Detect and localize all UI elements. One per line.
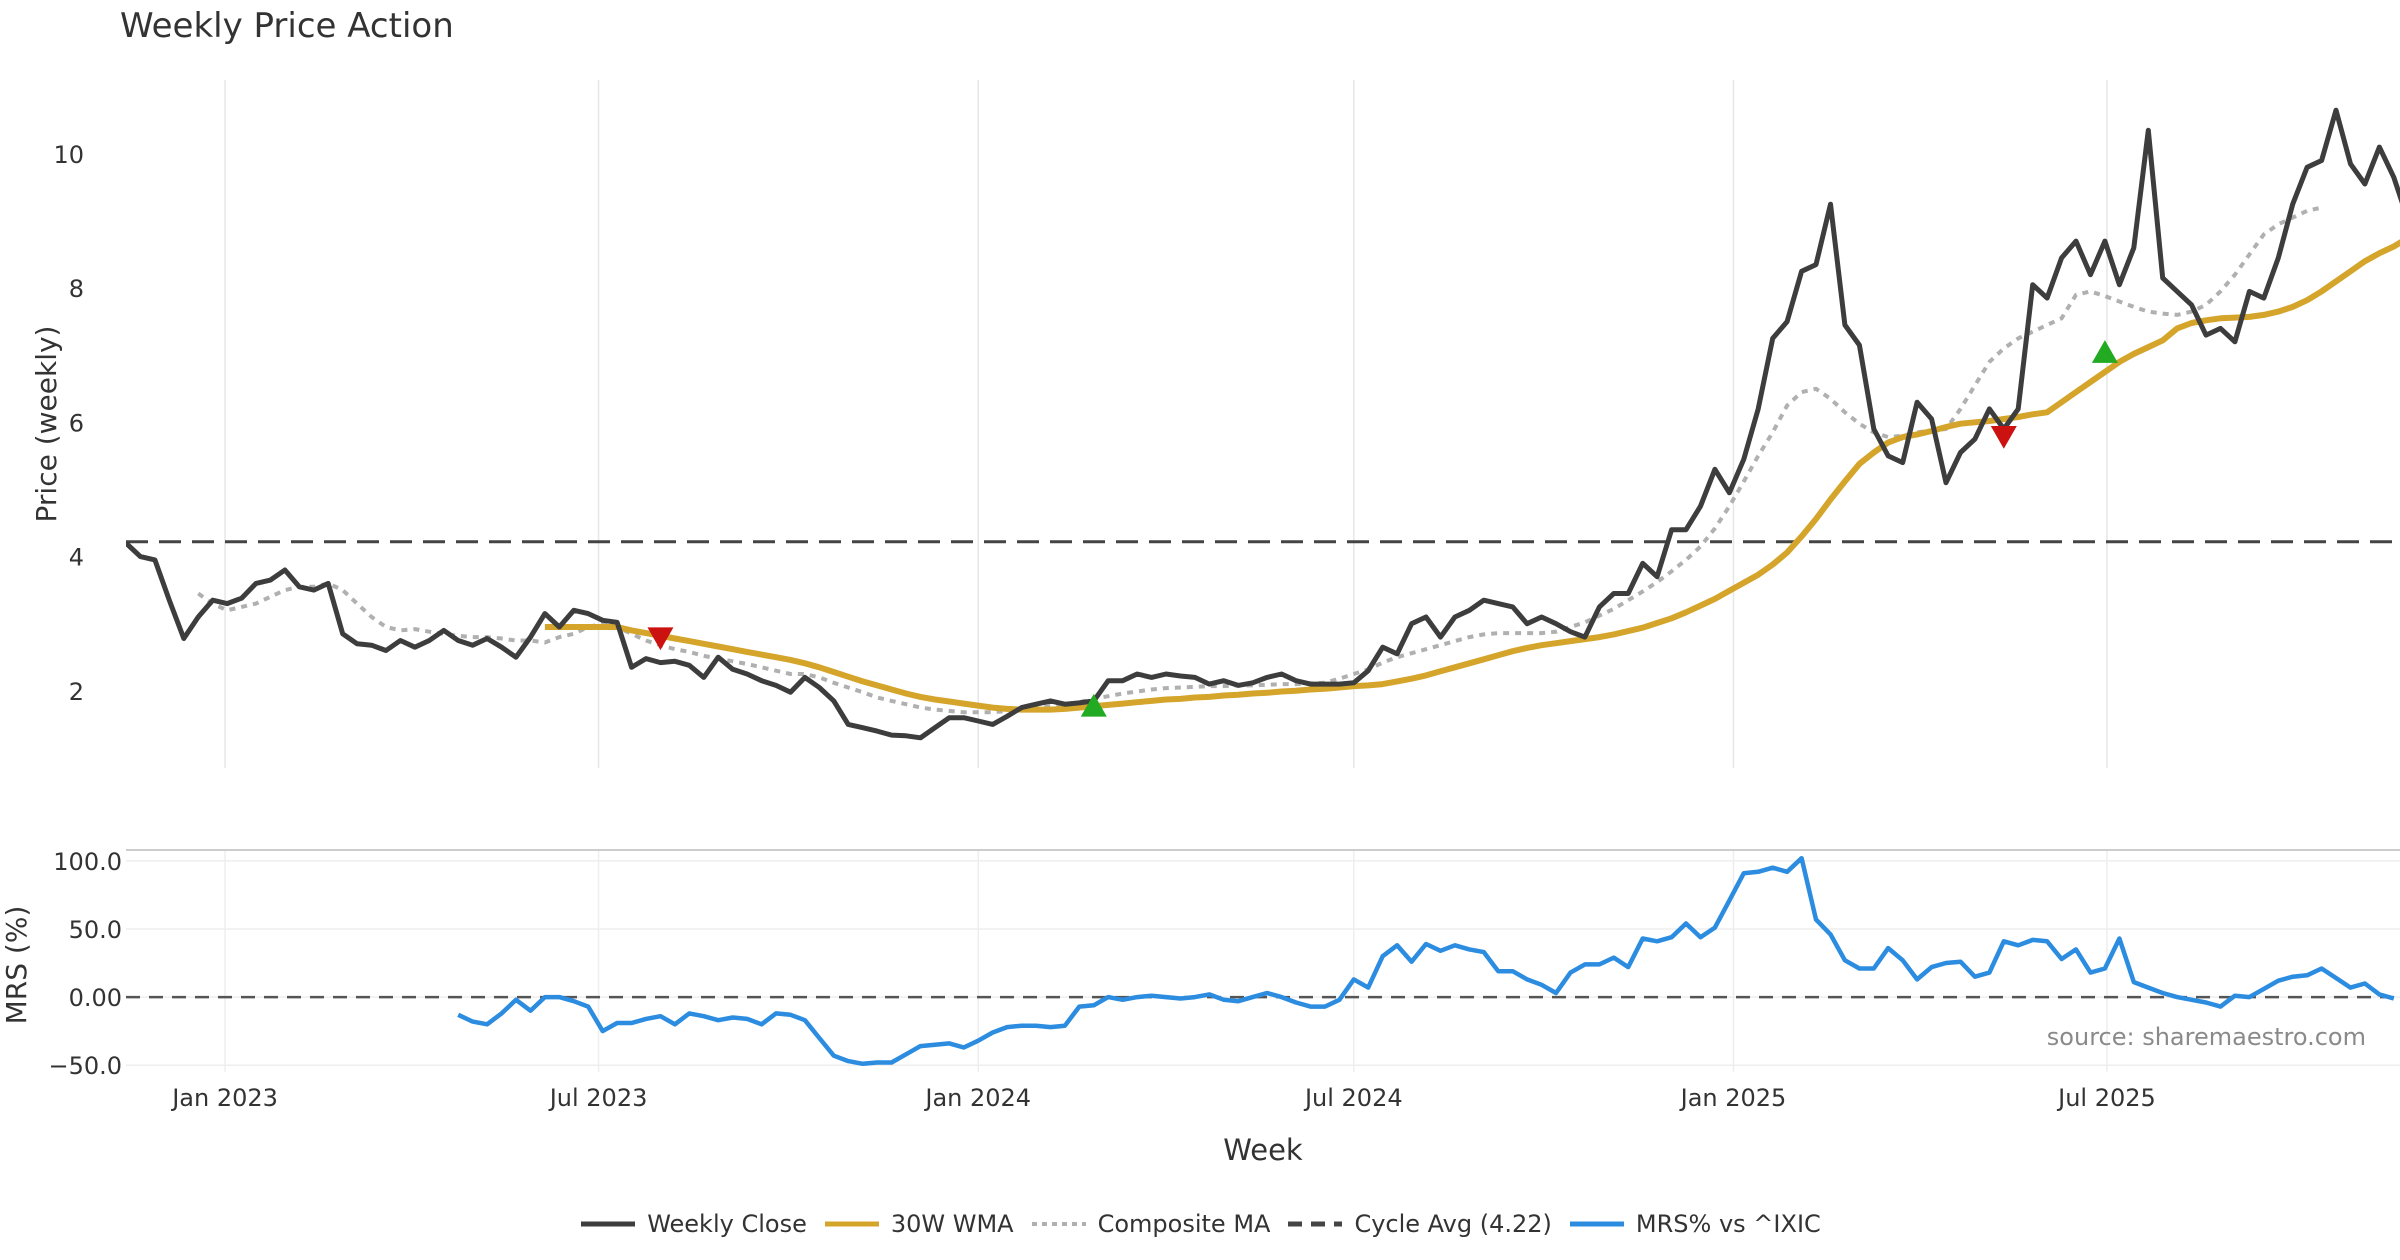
chart-title: Weekly Price Action	[120, 6, 454, 46]
x-axis-title: Week	[1223, 1133, 1303, 1167]
mrs-ytick-label: 100.0	[53, 848, 122, 876]
buy-signal-marker	[2091, 340, 2118, 363]
sell-signal-marker	[647, 627, 674, 651]
price-ylabel: Price (weekly)	[30, 326, 63, 523]
x-tick-label: Jul 2023	[548, 1084, 648, 1112]
mrs-ylabel: MRS (%)	[0, 906, 33, 1025]
legend-label: Composite MA	[1097, 1210, 1271, 1238]
mrs-panel: 100.0 50.0 0.00 −50.0 MRS (%) Jan 2023 Jul 202…	[0, 848, 2400, 1167]
x-tick-label: Jan 2025	[1679, 1084, 1787, 1112]
legend-swatch	[1288, 1221, 1343, 1227]
mrs-ytick-label: 0.00	[69, 984, 122, 1012]
source-annotation: source: sharemaestro.com	[2047, 1023, 2366, 1051]
legend-label: Cycle Avg (4.22)	[1354, 1210, 1552, 1238]
price-ytick-label: 6	[69, 409, 84, 437]
composite-ma-line	[197, 205, 2323, 715]
x-tick-label: Jan 2024	[923, 1084, 1031, 1112]
x-tick-label: Jul 2024	[1303, 1084, 1403, 1112]
mrs-line	[457, 855, 2395, 1067]
price-panel: 2 4 6 8 10 Price (weekly)	[30, 80, 2400, 768]
legend-item: Weekly Close	[579, 1210, 807, 1238]
legend-label: Weekly Close	[647, 1210, 807, 1238]
legend-item: Cycle Avg (4.22)	[1286, 1210, 1552, 1238]
price-ytick-label: 8	[69, 275, 84, 303]
legend-swatch	[824, 1221, 879, 1227]
legend-item: Composite MA	[1030, 1210, 1271, 1238]
legend-label: 30W WMA	[890, 1210, 1014, 1238]
30w-wma-line	[544, 239, 2400, 713]
buy-signal-marker	[1080, 693, 1107, 717]
legend: Weekly Close 30W WMA Composite MA Cycle Avg…	[0, 1210, 2400, 1238]
sell-signal-marker	[1990, 426, 2017, 449]
legend-swatch	[1031, 1222, 1086, 1226]
mrs-ytick-label: 50.0	[69, 916, 122, 944]
legend-swatch	[1569, 1221, 1624, 1227]
legend-swatch	[581, 1221, 636, 1227]
legend-item: 30W WMA	[823, 1210, 1014, 1238]
x-tick-label: Jan 2023	[170, 1084, 278, 1112]
price-ytick-label: 10	[53, 141, 84, 169]
mrs-ytick-label: −50.0	[48, 1052, 122, 1080]
weekly-close-line	[126, 107, 2400, 741]
legend-item: MRS% vs ^IXIC	[1568, 1210, 1821, 1238]
x-tick-label: Jul 2025	[2056, 1084, 2156, 1112]
price-ytick-label: 2	[69, 678, 84, 706]
legend-label: MRS% vs ^IXIC	[1635, 1210, 1821, 1238]
price-ytick-label: 4	[69, 544, 84, 572]
